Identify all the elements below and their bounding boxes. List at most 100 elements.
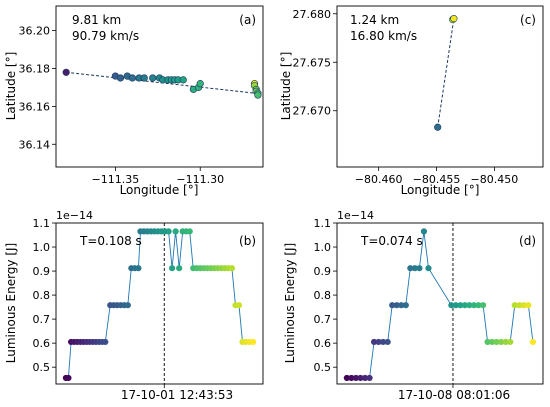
energy-point bbox=[520, 302, 527, 309]
energy-point bbox=[65, 374, 72, 382]
y-tick-label: 36.14 bbox=[19, 138, 51, 151]
y-tick-label: 0.8 bbox=[33, 289, 51, 302]
energy-point bbox=[470, 302, 478, 309]
scatter-point bbox=[450, 15, 458, 23]
y-tick-label: 36.20 bbox=[19, 25, 51, 38]
y-tick-label: 0.7 bbox=[314, 313, 332, 326]
energy-point bbox=[366, 374, 373, 382]
energy-point bbox=[507, 338, 514, 346]
panel-c-annotation-line2: 16.80 km/s bbox=[350, 29, 417, 43]
panel-b-ylabel: Luminous Energy [J] bbox=[4, 243, 18, 363]
energy-point bbox=[416, 265, 423, 272]
scatter-point bbox=[62, 68, 70, 76]
panel-c-xlabel: Longitude [°] bbox=[401, 183, 480, 197]
energy-point bbox=[249, 338, 257, 346]
panel-a: 36.14 36.16 36.18 36.20 −111.35 −111.30 9.81 … bbox=[4, 5, 264, 197]
panel-c-frame bbox=[336, 5, 544, 168]
energy-point bbox=[493, 338, 500, 346]
x-tick-label: −111.35 bbox=[92, 173, 140, 186]
y-tick-label: 0.6 bbox=[33, 337, 51, 350]
scatter-point bbox=[128, 74, 136, 82]
panel-a-ylabel: Latitude [°] bbox=[4, 52, 18, 121]
energy-point bbox=[475, 302, 482, 309]
energy-point bbox=[348, 374, 355, 382]
trajectory-line bbox=[437, 18, 455, 128]
scatter-point bbox=[254, 91, 262, 99]
y-tick-label: 27.680 bbox=[293, 8, 332, 21]
y-tick-label: 0.5 bbox=[314, 361, 332, 374]
y-tick-label: 0.7 bbox=[33, 313, 51, 326]
energy-point bbox=[393, 302, 400, 309]
trajectory-line bbox=[66, 71, 255, 94]
panel-a-annotation-line1: 9.81 km bbox=[72, 13, 121, 27]
energy-point bbox=[165, 228, 172, 235]
energy-point bbox=[375, 338, 382, 346]
y-tick-label: 0.9 bbox=[314, 265, 332, 278]
energy-point bbox=[389, 302, 396, 309]
x-tick-label: −111.30 bbox=[176, 173, 224, 186]
scatter-point bbox=[140, 74, 148, 82]
energy-point bbox=[452, 302, 459, 309]
energy-point bbox=[402, 302, 409, 309]
energy-point bbox=[102, 338, 109, 346]
energy-point bbox=[502, 338, 509, 346]
panel-d-label: (d) bbox=[519, 234, 536, 248]
x-tick-label: −80.460 bbox=[355, 173, 403, 186]
energy-point bbox=[407, 265, 414, 272]
energy-point bbox=[489, 338, 496, 346]
x-tick-label: −80.455 bbox=[413, 173, 461, 186]
energy-point bbox=[448, 302, 455, 309]
panel-b-xlabel: 17-10-01 12:43:53 bbox=[121, 388, 233, 402]
panel-b: 0.5 0.6 0.7 0.8 0.9 1.0 1.1 1e−14 T=0.108 s (b… bbox=[4, 209, 264, 402]
panel-b-label: (b) bbox=[239, 234, 256, 248]
x-tick-label: −80.450 bbox=[471, 173, 519, 186]
energy-point bbox=[398, 302, 405, 309]
energy-point bbox=[343, 374, 350, 382]
energy-point bbox=[525, 302, 532, 309]
panel-a-marks: 36.14 36.16 36.18 36.20 −111.35 −111.30 bbox=[19, 25, 262, 186]
y-tick-label: 1.0 bbox=[33, 241, 51, 254]
energy-point bbox=[176, 265, 183, 272]
scatter-point bbox=[149, 74, 157, 82]
y-tick-label: 27.670 bbox=[293, 105, 332, 118]
y-tick-label: 1.0 bbox=[314, 241, 332, 254]
panel-d-offset-text: 1e−14 bbox=[337, 209, 374, 222]
energy-point bbox=[411, 265, 418, 272]
panel-c-marks: 27.670 27.675 27.680 −80.460 −80.455 −80.450 bbox=[293, 8, 519, 186]
energy-point bbox=[172, 228, 179, 235]
energy-point bbox=[484, 338, 491, 346]
y-tick-label: 1.1 bbox=[314, 217, 332, 230]
panel-d-frame bbox=[336, 222, 544, 385]
energy-point bbox=[361, 374, 369, 382]
energy-point bbox=[511, 302, 518, 309]
y-tick-label: 36.16 bbox=[19, 100, 51, 113]
scatter-point bbox=[196, 80, 204, 88]
energy-point bbox=[370, 338, 378, 346]
energy-point bbox=[352, 374, 360, 382]
panel-c-ylabel: Latitude [°] bbox=[279, 52, 293, 121]
scatter-point bbox=[116, 74, 125, 82]
panel-a-frame bbox=[55, 5, 264, 168]
y-tick-label: 0.9 bbox=[33, 265, 51, 278]
energy-point bbox=[466, 302, 473, 309]
energy-point bbox=[384, 338, 391, 346]
y-tick-label: 36.18 bbox=[19, 63, 51, 76]
scatter-point bbox=[179, 76, 187, 84]
panel-c-annotation-line1: 1.24 km bbox=[350, 13, 399, 27]
panel-b-annotation: T=0.108 s bbox=[79, 234, 142, 248]
y-tick-label: 27.675 bbox=[293, 56, 332, 69]
energy-point bbox=[425, 265, 432, 272]
energy-point bbox=[357, 374, 364, 382]
panel-d-marks: 0.5 0.6 0.7 0.8 0.9 1.0 1.1 bbox=[314, 217, 537, 388]
energy-point bbox=[516, 302, 523, 309]
y-tick-label: 0.6 bbox=[314, 337, 332, 350]
panel-d-xlabel: 17-10-08 08:01:06 bbox=[398, 388, 510, 402]
energy-point bbox=[169, 265, 176, 272]
energy-point bbox=[235, 302, 243, 309]
energy-point bbox=[124, 302, 131, 309]
energy-point bbox=[529, 338, 537, 346]
energy-point bbox=[420, 228, 428, 235]
